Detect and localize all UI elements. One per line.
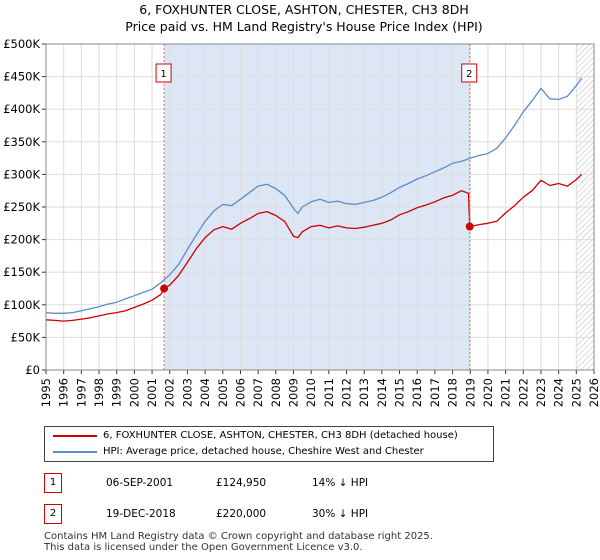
y-tick-label: £50K [11, 330, 41, 344]
x-tick-label: 2015 [393, 378, 407, 407]
x-tick-label: 2012 [340, 378, 354, 407]
annotation-badge: 2 [44, 504, 62, 524]
sale-point [160, 284, 169, 293]
legend-line-hpi [53, 451, 97, 453]
footer: Contains HM Land Registry data © Crown c… [44, 531, 433, 553]
x-tick-label: 2013 [357, 378, 371, 407]
y-tick-label: £250K [3, 200, 40, 214]
y-tick-label: £350K [3, 135, 40, 149]
x-tick-label: 2005 [216, 378, 230, 407]
x-tick-label: 1996 [57, 378, 71, 407]
legend-line-property [53, 435, 97, 437]
annotation-hpi-diff: 30% ↓ HPI [312, 508, 369, 520]
sale-marker-label: 2 [466, 69, 472, 80]
annotation-date: 19-DEC-2018 [106, 508, 176, 520]
x-tick-label: 2008 [269, 378, 283, 407]
annotation-hpi-diff: 14% ↓ HPI [312, 477, 369, 489]
price-chart: 6, FOXHUNTER CLOSE, ASHTON, CHESTER, CH3… [3, 2, 600, 407]
y-tick-label: £500K [3, 37, 40, 51]
x-tick-label: 1998 [92, 378, 106, 407]
x-tick-label: 2021 [499, 378, 513, 407]
y-tick-label: £200K [3, 233, 40, 247]
annotation-badge: 1 [44, 473, 62, 493]
x-tick-label: 2007 [251, 378, 265, 407]
legend-label-property: 6, FOXHUNTER CLOSE, ASHTON, CHESTER, CH3… [103, 430, 458, 441]
chart-subtitle: Price paid vs. HM Land Registry's House … [125, 19, 482, 34]
y-tick-label: £0 [25, 363, 40, 377]
x-tick-label: 2001 [145, 378, 159, 407]
x-tick-label: 2014 [375, 378, 389, 407]
x-tick-label: 2006 [233, 378, 247, 407]
x-tick-label: 1995 [39, 378, 53, 407]
chart-title: 6, FOXHUNTER CLOSE, ASHTON, CHESTER, CH3… [139, 2, 468, 17]
x-tick-label: 2020 [481, 378, 495, 407]
series-line [45, 173, 583, 322]
sale-marker-badge [461, 63, 478, 83]
annotation-date: 06-SEP-2001 [106, 477, 174, 489]
sale-marker-label: 1 [160, 69, 166, 80]
x-tick-label: 2003 [180, 378, 194, 407]
x-tick-label: 2026 [587, 378, 600, 407]
x-tick-label: 2002 [163, 378, 177, 407]
y-tick-label: £150K [3, 265, 40, 279]
x-tick-label: 2019 [463, 378, 477, 407]
sale-point [465, 222, 474, 231]
x-tick-label: 2009 [286, 378, 300, 407]
chart-legend: 6, FOXHUNTER CLOSE, ASHTON, CHESTER, CH3… [44, 426, 494, 462]
y-tick-label: £400K [3, 102, 40, 116]
annotation-price: £220,000 [216, 508, 267, 520]
x-tick-label: 2010 [304, 378, 318, 407]
legend-label-hpi: HPI: Average price, detached house, Ches… [103, 446, 424, 457]
y-tick-label: £100K [3, 298, 40, 312]
sale-marker-badge [155, 63, 172, 83]
series-line [45, 77, 583, 314]
x-tick-label: 2018 [446, 378, 460, 407]
x-tick-label: 2000 [127, 378, 141, 407]
plot-frame [45, 43, 595, 371]
x-tick-label: 2017 [428, 378, 442, 407]
x-tick-label: 2016 [410, 378, 424, 407]
y-tick-label: £300K [3, 167, 40, 181]
x-tick-label: 2011 [322, 378, 336, 407]
x-tick-label: 2023 [534, 378, 548, 407]
x-tick-label: 2022 [516, 378, 530, 407]
y-tick-label: £450K [3, 70, 40, 84]
annotation-price: £124,950 [216, 477, 267, 489]
x-tick-label: 2025 [569, 378, 583, 407]
x-tick-label: 1999 [110, 378, 124, 407]
footer-line-1: Contains HM Land Registry data © Crown c… [44, 531, 433, 542]
x-tick-label: 1997 [74, 378, 88, 407]
x-tick-label: 2004 [198, 378, 212, 407]
x-tick-label: 2024 [552, 378, 566, 407]
footer-line-2: This data is licensed under the Open Gov… [44, 542, 363, 553]
